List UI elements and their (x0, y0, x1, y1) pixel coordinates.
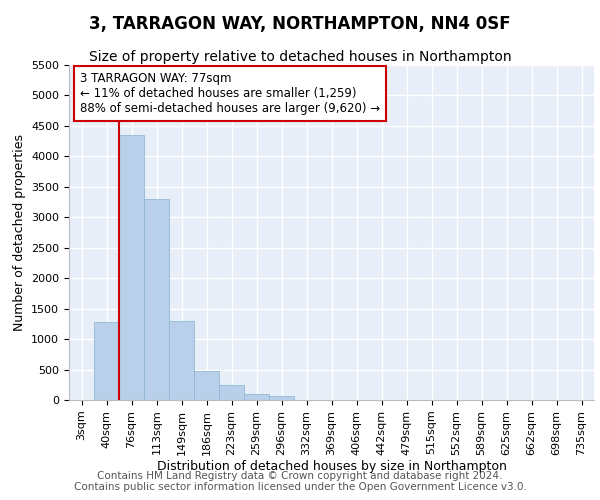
Bar (244, 394, 269, 400)
Bar (219, 386, 244, 400)
X-axis label: Distribution of detached houses by size in Northampton: Distribution of detached houses by size … (157, 460, 506, 473)
Bar (269, 396, 294, 400)
Bar (94, 322, 119, 400)
Text: 3, TARRAGON WAY, NORTHAMPTON, NN4 0SF: 3, TARRAGON WAY, NORTHAMPTON, NN4 0SF (89, 15, 511, 33)
Bar (119, 135, 144, 400)
Text: 3 TARRAGON WAY: 77sqm
← 11% of detached houses are smaller (1,259)
88% of semi-d: 3 TARRAGON WAY: 77sqm ← 11% of detached … (79, 72, 380, 114)
Text: Size of property relative to detached houses in Northampton: Size of property relative to detached ho… (89, 50, 511, 64)
Text: Contains HM Land Registry data © Crown copyright and database right 2024.
Contai: Contains HM Land Registry data © Crown c… (74, 471, 526, 492)
Bar (194, 371, 219, 400)
Bar (144, 199, 169, 400)
Bar (169, 322, 194, 400)
Y-axis label: Number of detached properties: Number of detached properties (13, 134, 26, 331)
